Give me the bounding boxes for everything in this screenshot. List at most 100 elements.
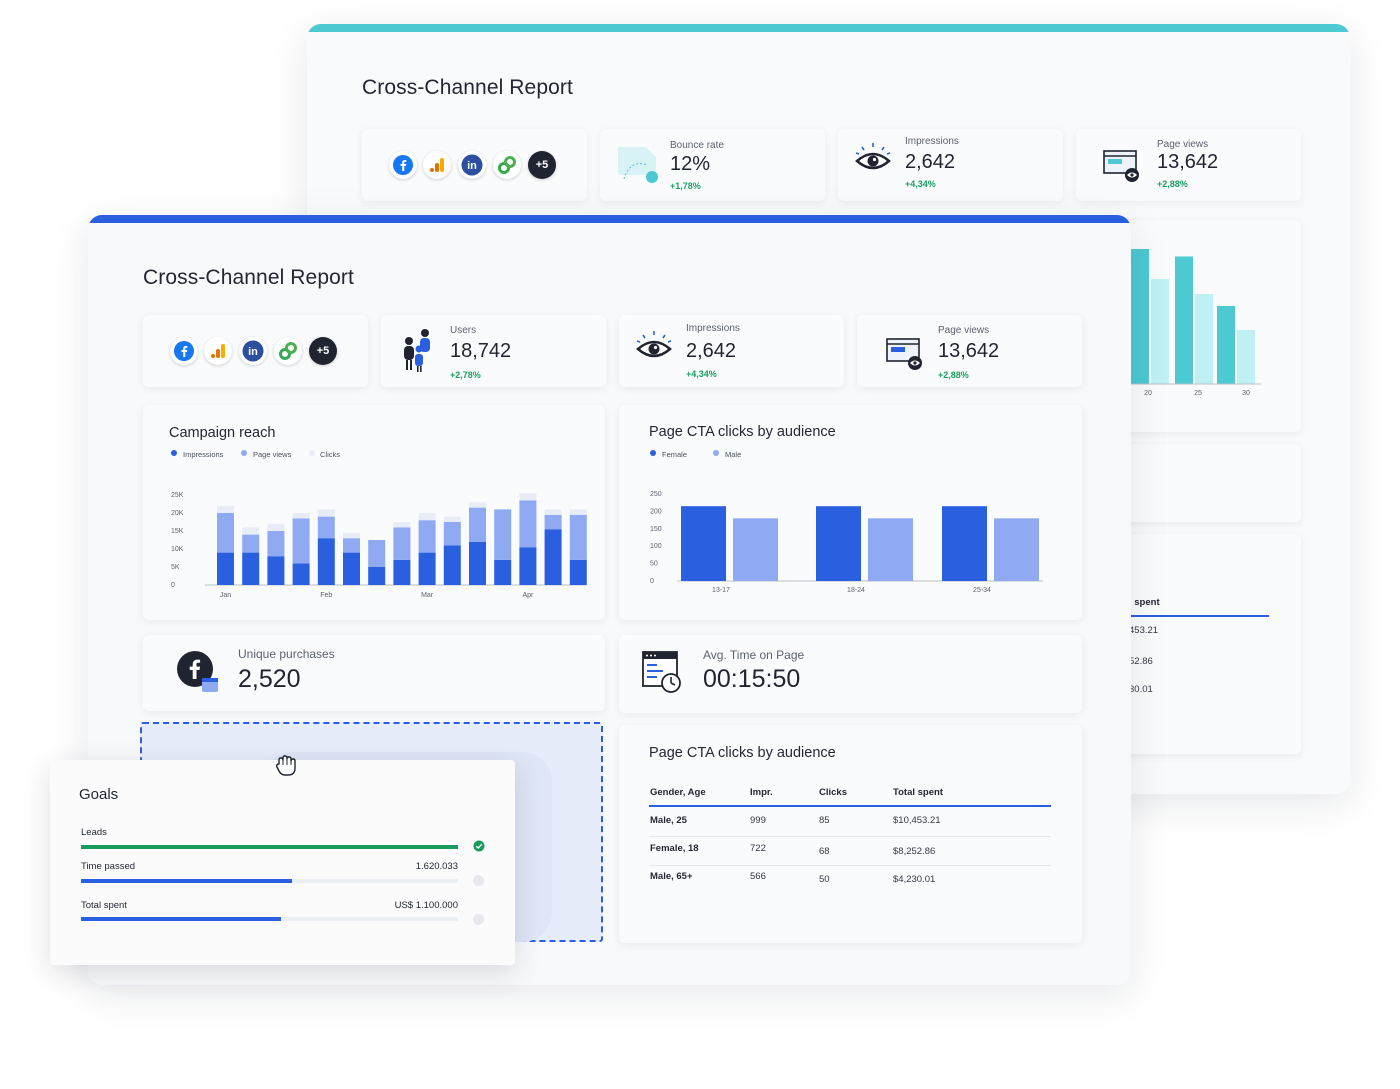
table-cell: 999: [750, 815, 766, 826]
bar-page-views: [494, 509, 512, 560]
back-table-value: 52.86: [1129, 656, 1153, 667]
facebook-purchase-icon: [177, 651, 218, 692]
legend-dot-clicks: [309, 450, 315, 456]
campaign-reach-card: Campaign reach Impressions Page views Cl…: [143, 405, 605, 620]
eye-icon: [636, 331, 672, 358]
y-tick-label: 15K: [171, 528, 184, 535]
table-header-total-spent: Total spent: [893, 787, 943, 798]
kpi-value: 2,642: [905, 151, 956, 173]
bar-male: [994, 518, 1039, 581]
bar-page-views: [393, 527, 411, 560]
goal-progress-fill: [81, 879, 293, 883]
linkedin-icon[interactable]: in: [458, 151, 486, 179]
kpi-label: Page views: [1157, 139, 1209, 150]
table-cell: 85: [819, 815, 830, 826]
unique-purchases-card: Unique purchases 2,520: [143, 635, 605, 711]
kpi-value: 2,642: [686, 340, 737, 362]
bar-impressions: [393, 559, 411, 585]
table-header-impr: Impr.: [750, 787, 773, 798]
goals-title: Goals: [79, 786, 119, 803]
back-bar: [1217, 306, 1235, 384]
bar-male: [733, 518, 778, 581]
bar-impressions: [368, 567, 386, 585]
legend-dot-impressions: [171, 450, 177, 456]
facebook-icon[interactable]: [170, 337, 198, 365]
bar-page-views: [267, 531, 285, 557]
bar-female: [681, 506, 726, 581]
bar-page-views: [418, 520, 436, 553]
table-header-gender-age: Gender, Age: [650, 787, 706, 798]
x-tick-label: 20: [1144, 390, 1152, 397]
kpi-value: 12%: [670, 153, 711, 175]
goal-value: US$ 1.100.000: [394, 900, 458, 911]
front-kpi-impressions: Impressions 2,642 +4,34%: [619, 315, 844, 387]
table-header-clicks: Clicks: [819, 787, 847, 798]
y-tick-label: 20K: [171, 510, 184, 517]
bar-page-views: [519, 500, 537, 548]
y-tick-label: 0: [650, 578, 654, 585]
bar-impressions: [544, 529, 562, 585]
bar-clicks: [242, 527, 260, 535]
bar-clicks: [317, 509, 335, 517]
link-connector-icon[interactable]: [493, 151, 521, 179]
y-tick-label: 250: [650, 491, 662, 498]
linkedin-icon[interactable]: in: [239, 337, 267, 365]
google-analytics-icon[interactable]: [204, 337, 232, 365]
back-table-header-rule: [1096, 615, 1269, 617]
y-tick-label: 0: [171, 582, 175, 589]
kpi-delta: +2,88%: [1157, 179, 1188, 189]
back-table-value: 30.01: [1129, 684, 1153, 695]
table-cell: $10,453.21: [893, 815, 941, 826]
legend-dot-page-views: [241, 450, 247, 456]
legend-page-views: Page views: [253, 450, 292, 459]
back-bar: [1131, 249, 1149, 384]
goal-track: [81, 917, 458, 921]
table-cell: $4,230.01: [893, 874, 936, 885]
kpi-delta: +4,34%: [686, 369, 717, 379]
goals-card[interactable]: Goals Leads Time passed 1.620.033 Total …: [50, 760, 515, 965]
bar-page-views: [368, 540, 386, 567]
facebook-icon[interactable]: [389, 151, 417, 179]
page-view-icon: [1103, 150, 1139, 182]
goal-label: Time passed: [81, 861, 136, 872]
check-circle-icon: [473, 840, 485, 852]
x-tick-label: 13-17: [712, 587, 730, 594]
more-sources-badge[interactable]: +5: [309, 337, 337, 365]
front-kpi-users: Users 18,742 +2,78%: [381, 315, 606, 387]
table-header-rule: [649, 805, 1051, 807]
x-tick-label: Feb: [320, 592, 332, 599]
kpi-value: 18,742: [450, 340, 512, 362]
grab-cursor-icon: [275, 755, 296, 776]
table-row-divider: [649, 836, 1051, 837]
kpi-value: 13,642: [1157, 151, 1219, 173]
bar-impressions: [343, 552, 360, 585]
x-tick-label: Apr: [522, 592, 534, 599]
back-bar: [1195, 294, 1213, 384]
table-cell: $8,252.86: [893, 846, 936, 857]
more-sources-badge[interactable]: +5: [528, 151, 556, 179]
back-table-value: 453.21: [1129, 625, 1159, 636]
kpi-delta: +2,78%: [450, 370, 481, 380]
bar-impressions: [217, 552, 234, 585]
back-bar: [1237, 330, 1255, 384]
y-tick-label: 200: [650, 508, 662, 515]
goal-label: Total spent: [81, 900, 127, 911]
bar-impressions: [443, 545, 461, 585]
google-analytics-icon[interactable]: [423, 151, 451, 179]
legend-dot-male: [713, 450, 719, 456]
table-cell: Male, 65+: [650, 871, 693, 882]
avg-time-card: Avg. Time on Page 00:15:50: [619, 635, 1082, 713]
bar-impressions: [242, 552, 260, 585]
users-icon: [404, 329, 430, 372]
legend-clicks: Clicks: [320, 450, 340, 459]
bar-page-views: [469, 507, 486, 542]
link-connector-icon[interactable]: [274, 337, 302, 365]
goal-progress-fill: [81, 845, 458, 849]
bar-clicks: [393, 522, 411, 528]
back-kpi-impressions: Impressions 2,642 +4,34%: [838, 129, 1063, 201]
cta-clicks-chart: 250 200 150 100 50 0 13-17 18-24 25-34: [650, 491, 1043, 594]
kpi-label: Impressions: [686, 323, 740, 334]
kpi-label: Page views: [938, 325, 990, 336]
bar-page-views: [217, 513, 234, 553]
bar-page-views: [443, 522, 461, 546]
